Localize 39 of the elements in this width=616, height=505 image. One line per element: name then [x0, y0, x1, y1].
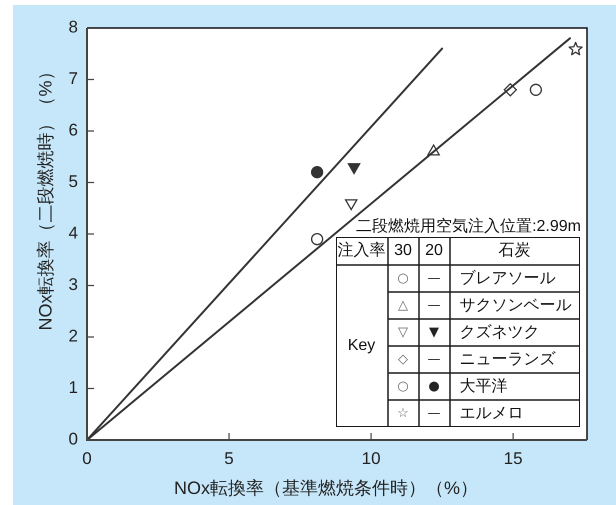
annotation: ブレアソール: [460, 268, 556, 288]
y-tick-label: 7: [68, 69, 78, 88]
legend-title: 二段燃焼用空気注入位置:2.99m: [356, 217, 581, 236]
y-tick-label: 5: [68, 172, 78, 192]
annotation: 30: [394, 241, 412, 260]
y-axis-title: NOx転換率（二段燃焼時）（%）: [36, 62, 56, 331]
annotation: —: [428, 298, 440, 312]
annotation: —: [428, 352, 440, 366]
annotation: 石炭: [498, 241, 530, 260]
annotation: ニューランズ: [460, 350, 556, 368]
y-tick-label: 2: [68, 326, 78, 346]
annotation: ☆: [397, 406, 409, 420]
annotation: 20: [425, 241, 443, 260]
annotation: ○: [397, 270, 409, 286]
y-tick-label: 0: [68, 430, 78, 449]
annotation: —: [428, 270, 440, 286]
annotation: ●: [428, 378, 440, 394]
annotation: 大平洋: [460, 376, 508, 396]
annotation: —: [428, 406, 440, 420]
annotation: エルメロ: [460, 404, 524, 422]
annotation: ▼: [429, 324, 439, 340]
annotation: △: [398, 298, 408, 312]
y-tick-label: 1: [68, 378, 78, 398]
annotation: 注入率: [338, 241, 386, 260]
y-tick-label: 6: [68, 120, 78, 140]
y-tick-label: 8: [68, 18, 78, 37]
y-tick-label: 4: [68, 224, 78, 243]
annotation: Key: [348, 336, 376, 355]
annotation: サクソンベール: [460, 296, 572, 314]
annotation: ◇: [398, 352, 408, 366]
x-tick-label: 10: [362, 448, 381, 468]
y-tick-label: 3: [68, 275, 78, 294]
x-tick-label: 5: [224, 448, 234, 468]
annotation: クズネツク: [460, 322, 540, 342]
annotation: ▽: [398, 324, 408, 340]
annotation: ○: [397, 378, 409, 394]
x-tick-label: 0: [82, 448, 92, 468]
x-axis-title: NOx転換率（基準燃焼条件時）（%）: [174, 478, 478, 499]
x-tick-label: 15: [504, 448, 523, 468]
